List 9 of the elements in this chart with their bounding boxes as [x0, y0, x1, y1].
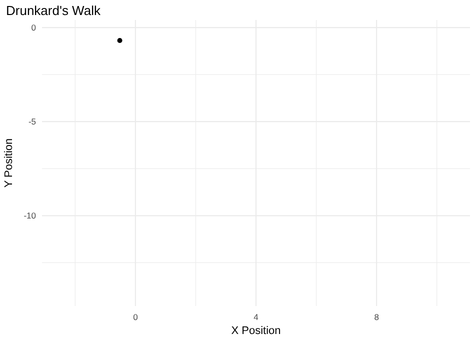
- y-axis-title: Y Position: [3, 138, 15, 188]
- y-tick-label: -5: [28, 116, 36, 126]
- x-axis-title: X Position: [231, 325, 281, 337]
- x-tick-label: 4: [254, 312, 259, 322]
- chart-title: Drunkard's Walk: [6, 3, 101, 18]
- x-tick-label: 0: [133, 312, 138, 322]
- y-tick-label: 0: [31, 22, 36, 32]
- x-tick-label: 8: [374, 312, 380, 322]
- y-tick-label: -10: [24, 210, 36, 220]
